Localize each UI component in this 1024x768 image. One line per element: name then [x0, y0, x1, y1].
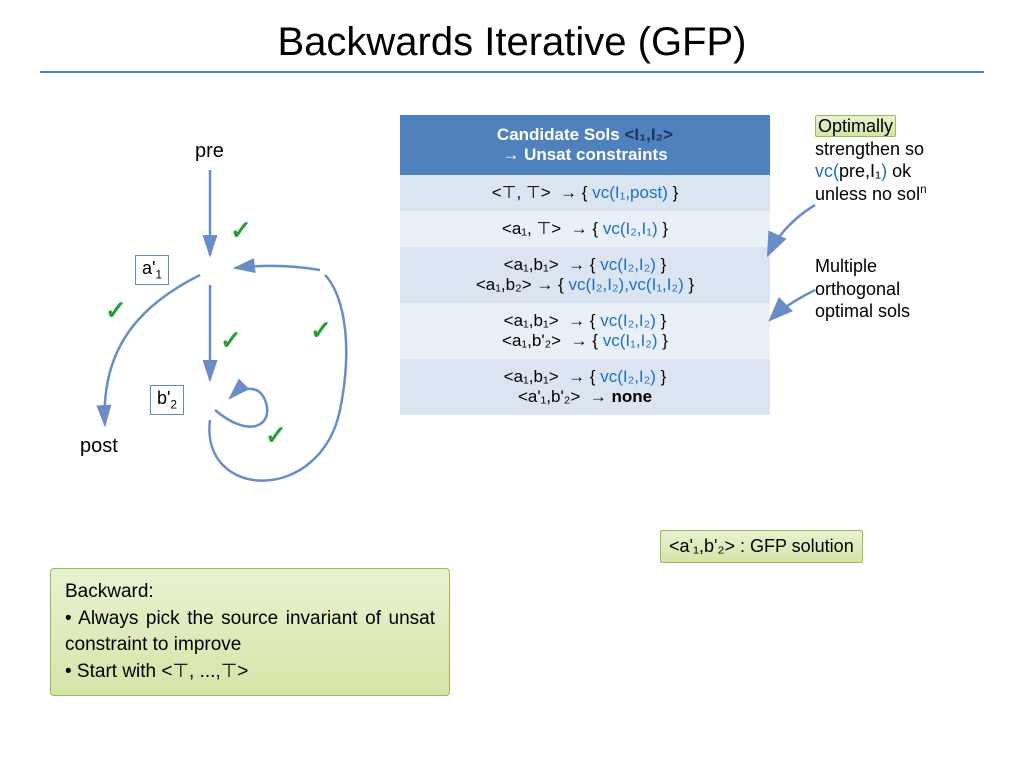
- backward-box: Backward: • Always pick the source invar…: [50, 568, 450, 696]
- note-opt-sup: n: [920, 183, 927, 196]
- note-opt-hl: Optimally: [815, 115, 896, 137]
- slide-title: Backwards Iterative (GFP): [0, 0, 1024, 71]
- note-opt-line2a: strengthen so: [815, 139, 924, 159]
- note-optimally: Optimally strengthen so vc(pre,I₁) ok un…: [815, 115, 1015, 205]
- row-vc: vc(I₂,I₂): [600, 367, 656, 386]
- pointer-arrows: [760, 200, 830, 350]
- gfp-sol-rhs: : GFP solution: [735, 536, 854, 556]
- row-vc: vc(I₂,I₁): [603, 219, 658, 238]
- table-header: Candidate Sols <I₁,I₂> → Unsat constrain…: [400, 115, 770, 175]
- header-main: Candidate Sols: [497, 125, 625, 144]
- check-icon: ✓: [220, 325, 242, 356]
- row-lhs: <⊤, ⊤>: [492, 183, 551, 202]
- gfp-sol-lhs: <a'₁,b'₂>: [669, 536, 735, 556]
- flow-diagram: pre post a'1 b'2 ✓ ✓ ✓ ✓ ✓: [40, 140, 370, 520]
- row-vc2: vc(I₁,I₂): [603, 331, 658, 350]
- row-lhs2: <a'₁,b'₂>: [518, 387, 580, 406]
- table-row: <a₁,b₁> → { vc(I₂,I₂) } <a₁,b₂> → { vc(I…: [400, 247, 770, 303]
- row-lhs2: <a₁,b₂>: [476, 275, 532, 294]
- row-lhs2: <a₁,b'₂>: [502, 331, 561, 350]
- row-vc2: vc(I₂,I₂),vc(I₁,I₂): [569, 275, 684, 294]
- check-icon: ✓: [265, 420, 287, 451]
- check-icon: ✓: [105, 295, 127, 326]
- header-tuple: <I₁,I₂>: [624, 125, 673, 144]
- table-row: <⊤, ⊤> → { vc(I₁,post) }: [400, 175, 770, 211]
- note-multiple: Multiple orthogonal optimal sols: [815, 255, 995, 323]
- table-row: <a₁,b₁> → { vc(I₂,I₂) } <a₁,b'₂> → { vc(…: [400, 303, 770, 359]
- gfp-solution-box: <a'₁,b'₂> : GFP solution: [660, 530, 863, 563]
- row-lhs: <a₁, ⊤>: [502, 219, 561, 238]
- note-opt-vc-open: vc(: [815, 161, 839, 181]
- note-opt-line4: unless no sol: [815, 184, 920, 204]
- title-underline: [40, 71, 984, 73]
- table-row: <a₁, ⊤> → { vc(I₂,I₁) }: [400, 211, 770, 247]
- row-vc: vc(I₂,I₂): [600, 311, 656, 330]
- candidate-sols-table: Candidate Sols <I₁,I₂> → Unsat constrain…: [400, 115, 770, 415]
- row-vc: vc(I₂,I₂): [600, 255, 656, 274]
- note-opt-vc-mid: pre,I₁: [839, 161, 881, 181]
- check-icon: ✓: [310, 315, 332, 346]
- backward-title: Backward:: [65, 581, 154, 602]
- table-row: <a₁,b₁> → { vc(I₂,I₂) } <a'₁,b'₂> → none: [400, 359, 770, 415]
- backward-bullet-2: • Start with <⊤, ...,⊤>: [65, 661, 248, 682]
- header-sub: → Unsat constraints: [502, 145, 667, 164]
- backward-bullet-1: • Always pick the source invariant of un…: [65, 606, 435, 659]
- row-lhs: <a₁,b₁>: [504, 367, 559, 386]
- row-none: none: [611, 387, 652, 406]
- row-lhs: <a₁,b₁>: [504, 311, 559, 330]
- row-lhs: <a₁,b₁>: [504, 255, 559, 274]
- note-opt-ok: ok: [887, 161, 911, 181]
- row-vc: vc(I₁,post): [592, 183, 668, 202]
- check-icon: ✓: [230, 215, 252, 246]
